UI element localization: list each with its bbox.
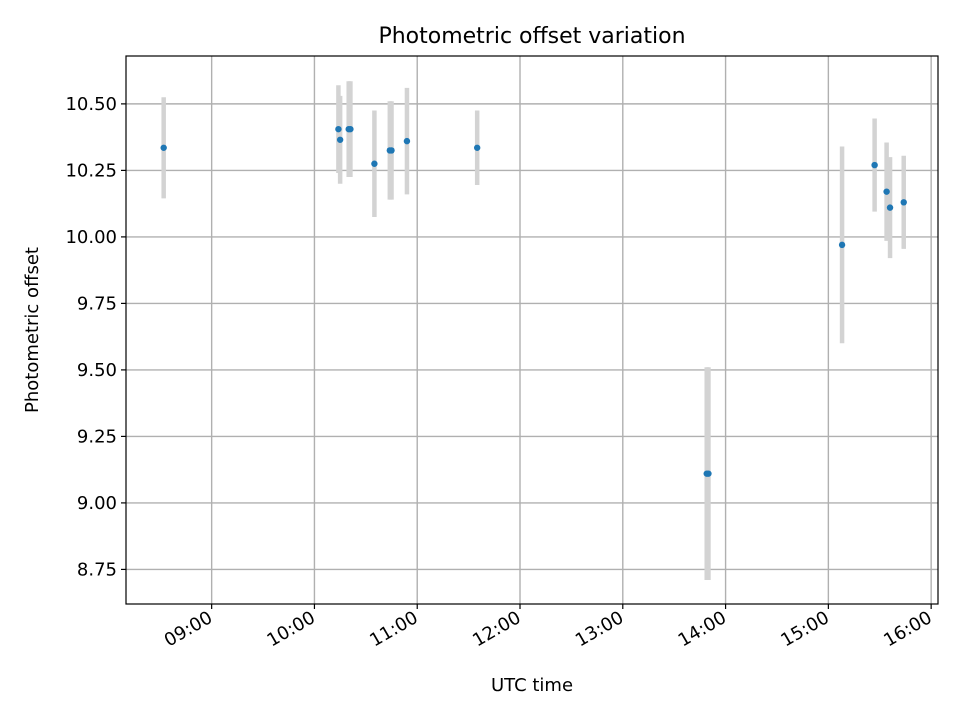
error-bars [161, 81, 906, 581]
data-point [160, 144, 167, 151]
data-point [388, 147, 395, 154]
y-tick-label: 9.50 [77, 360, 117, 381]
y-tick-label: 10.50 [65, 94, 117, 115]
y-tick-label: 9.75 [77, 293, 117, 314]
x-tick-label: 12:00 [469, 607, 524, 651]
data-point [347, 125, 354, 133]
data-point [871, 161, 878, 169]
y-axis-ticks: 8.75 9.00 9.25 9.50 9.75 10.00 10.25 10.50 [65, 94, 126, 580]
data-point [886, 204, 894, 211]
x-tick-label: 15:00 [777, 607, 832, 651]
data-point [473, 144, 481, 151]
x-tick-label: 13:00 [572, 607, 627, 651]
grid-lines [126, 56, 938, 604]
x-tick-label: 14:00 [675, 607, 730, 651]
x-tick-label: 11:00 [366, 607, 421, 651]
data-points [160, 125, 907, 477]
chart-title: Photometric offset variation [378, 24, 685, 49]
x-axis-ticks: 09:00 10:00 11:00 12:00 13:00 14:00 15:00 16:00 [161, 604, 936, 651]
y-tick-label: 10.00 [65, 227, 117, 248]
x-axis-label: UTC time [491, 675, 573, 696]
y-axis-label: Photometric offset [22, 247, 43, 413]
y-tick-label: 8.75 [77, 559, 117, 580]
data-point [883, 188, 890, 195]
y-tick-label: 9.25 [77, 426, 117, 447]
data-point [838, 241, 846, 249]
x-tick-label: 10:00 [264, 607, 319, 651]
data-point [336, 136, 344, 143]
data-point [335, 125, 342, 133]
data-point [403, 137, 411, 145]
plot-area-frame [125, 55, 939, 605]
y-tick-label: 9.00 [77, 493, 117, 514]
data-point [705, 470, 712, 477]
data-point [371, 160, 378, 167]
y-tick-label: 10.25 [65, 160, 117, 181]
x-tick-label: 16:00 [880, 607, 935, 651]
x-tick-label: 09:00 [161, 607, 216, 651]
data-point [900, 199, 907, 206]
